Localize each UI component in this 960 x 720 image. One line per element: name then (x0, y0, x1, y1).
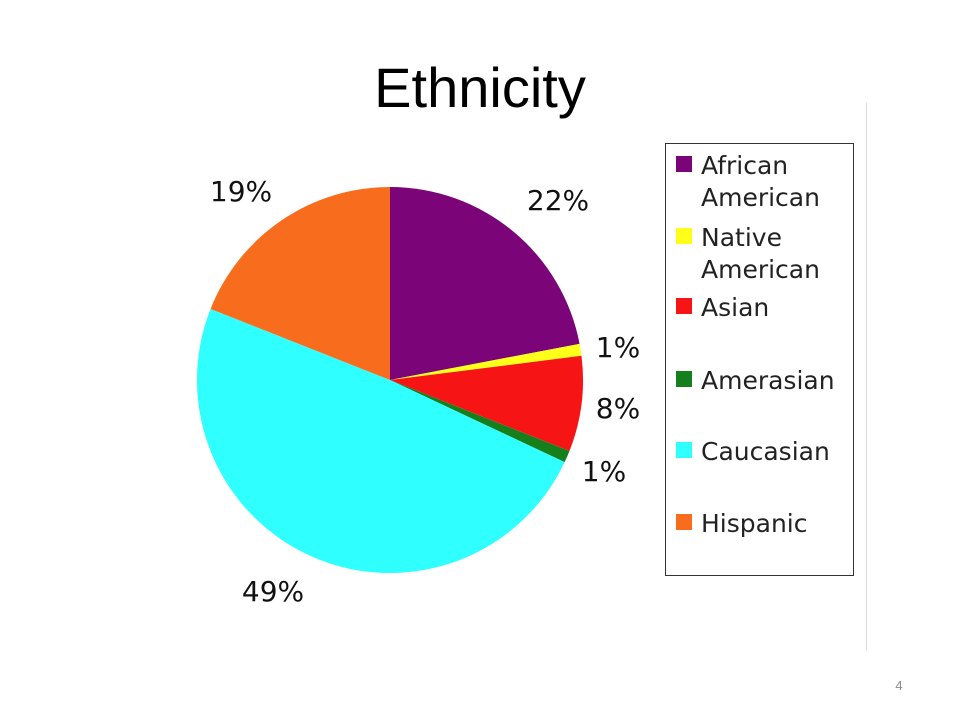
legend-label: Native American (701, 223, 820, 284)
legend-item-native-american: Native American (676, 222, 820, 286)
legend-label: Amerasian (701, 366, 835, 395)
legend-item-african-american: African American (676, 150, 820, 214)
legend-swatch (676, 298, 692, 314)
data-label-asian: 8% (596, 392, 640, 425)
legend-label: African American (701, 151, 820, 212)
slide-title: Ethnicity (374, 56, 586, 119)
legend-item-asian: Asian (676, 292, 769, 324)
legend-label: Caucasian (701, 437, 830, 466)
pie-data-labels: 22% 1% 8% 1% 49% 19% (210, 175, 640, 608)
data-label-caucasian: 49% (242, 575, 304, 608)
pie-slice-native-american (390, 343, 582, 380)
data-label-native-american: 1% (596, 331, 640, 364)
legend-swatch (676, 514, 692, 530)
legend-label: Hispanic (701, 509, 808, 538)
legend-swatch (676, 371, 692, 387)
pie-slice-hispanic (210, 186, 390, 380)
legend-label: Asian (701, 293, 770, 322)
data-label-hispanic: 19% (210, 175, 272, 208)
pie-slice-asian (390, 355, 584, 452)
chart-legend: African American Native American Asian A… (665, 143, 854, 576)
legend-swatch (676, 156, 692, 172)
data-label-african-american: 22% (527, 184, 589, 217)
legend-item-amerasian: Amerasian (676, 365, 835, 397)
pie-slice-african-american (390, 187, 580, 380)
pie-slices (196, 186, 584, 574)
legend-swatch (676, 228, 692, 244)
pie-slice-caucasian (196, 308, 565, 574)
legend-swatch (676, 442, 692, 458)
legend-item-hispanic: Hispanic (676, 508, 808, 540)
legend-item-caucasian: Caucasian (676, 436, 830, 468)
divider-line (866, 103, 867, 651)
pie-slice-amerasian (390, 380, 570, 463)
data-label-amerasian: 1% (582, 455, 626, 488)
slide-number: 4 (895, 678, 903, 693)
